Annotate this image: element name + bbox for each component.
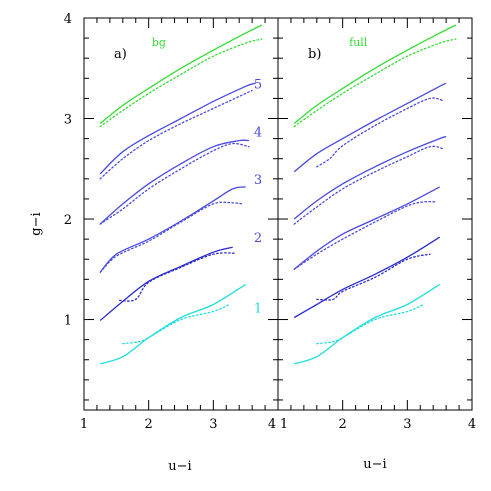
model-curve-dotted	[293, 145, 444, 225]
series-tag: bg	[152, 36, 166, 49]
x-axis-title-left: u−i	[168, 459, 191, 474]
panel-frame	[83, 17, 279, 411]
y-tick-label: 2	[64, 213, 72, 228]
model-curve-dotted	[316, 253, 431, 301]
y-tick-label: 3	[64, 113, 72, 128]
x-tick-label: 2	[339, 417, 347, 432]
model-curve-dotted	[122, 303, 231, 345]
curve-number-label: 4	[254, 126, 262, 141]
model-curve-dotted	[99, 38, 263, 128]
model-curve-dotted	[293, 38, 457, 128]
model-curve-dotted	[99, 142, 250, 225]
model-curve-solid	[293, 82, 447, 173]
model-curve-solid	[99, 139, 249, 225]
y-axis-title: g−i	[29, 212, 44, 235]
model-curve-solid	[99, 246, 233, 321]
model-curve-solid	[293, 283, 441, 365]
model-curve-solid	[99, 186, 246, 273]
model-curve-solid	[99, 283, 247, 365]
x-axis-title-right: u−i	[363, 457, 386, 472]
model-curve-solid	[293, 236, 441, 319]
x-tick-label: 3	[209, 417, 217, 432]
curve-number-label: 5	[254, 77, 262, 92]
model-curve-solid	[99, 24, 263, 125]
panel-label: b)	[308, 47, 321, 62]
model-curve-dotted	[118, 252, 237, 302]
model-curve-solid	[293, 24, 457, 125]
curve-number-label: 1	[254, 301, 262, 316]
x-tick-label: 4	[268, 417, 276, 432]
model-curve-dotted	[316, 97, 444, 168]
y-tick-label: 1	[64, 314, 72, 329]
x-tick-label: 2	[145, 417, 153, 432]
x-tick-label: 1	[80, 417, 88, 432]
model-curve-solid	[293, 186, 440, 270]
panel-frame	[277, 17, 473, 411]
curve-number-label: 3	[254, 173, 262, 188]
x-tick-label: 4	[468, 417, 476, 432]
model-curve-dotted	[99, 89, 253, 180]
x-tick-label: 3	[403, 417, 411, 432]
model-curve-dotted	[99, 201, 244, 273]
curve-number-label: 2	[254, 231, 262, 246]
panel-a: 1 2 3 4 1 2 3 4 a) bg	[64, 12, 279, 432]
panel-b: 1 2 3 4 b) full	[277, 17, 476, 432]
model-curve-dotted	[293, 200, 438, 270]
model-curve-solid	[293, 135, 447, 220]
y-tick-label: 4	[64, 12, 72, 27]
series-tag: full	[349, 36, 368, 49]
model-curve-dotted	[316, 303, 425, 345]
x-tick-label: 1	[280, 417, 288, 432]
model-curve-solid	[99, 82, 256, 175]
panel-label: a)	[114, 47, 127, 62]
